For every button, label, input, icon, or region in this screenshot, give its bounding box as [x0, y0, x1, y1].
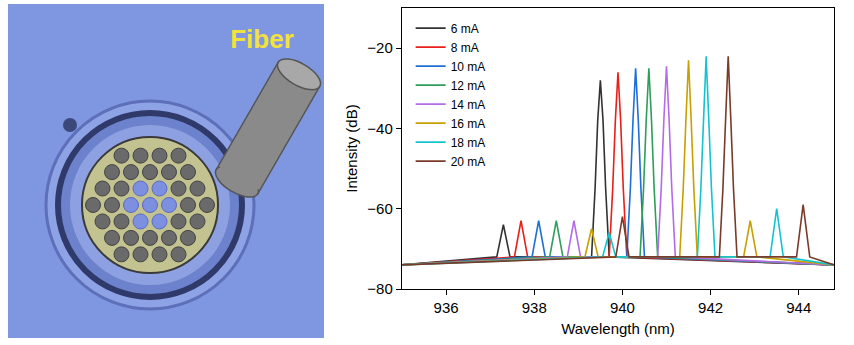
svg-text:−80: −80 [367, 280, 392, 297]
svg-text:944: 944 [786, 299, 811, 316]
svg-text:20 mA: 20 mA [451, 155, 486, 169]
svg-text:940: 940 [610, 299, 635, 316]
svg-text:8 mA: 8 mA [451, 41, 479, 55]
svg-text:−40: −40 [367, 120, 392, 137]
svg-text:−20: −20 [367, 39, 392, 56]
svg-text:Intensity (dB): Intensity (dB) [343, 104, 360, 192]
svg-text:18 mA: 18 mA [451, 136, 486, 150]
svg-text:938: 938 [522, 299, 547, 316]
svg-text:936: 936 [434, 299, 459, 316]
svg-text:10 mA: 10 mA [451, 60, 486, 74]
svg-text:14 mA: 14 mA [451, 98, 486, 112]
svg-text:12 mA: 12 mA [451, 79, 486, 93]
svg-text:6 mA: 6 mA [451, 22, 479, 36]
svg-text:Wavelength (nm): Wavelength (nm) [561, 320, 675, 337]
svg-text:942: 942 [698, 299, 723, 316]
svg-text:16 mA: 16 mA [451, 117, 486, 131]
svg-text:−60: −60 [367, 200, 392, 217]
svg-text:Fiber: Fiber [230, 24, 294, 54]
